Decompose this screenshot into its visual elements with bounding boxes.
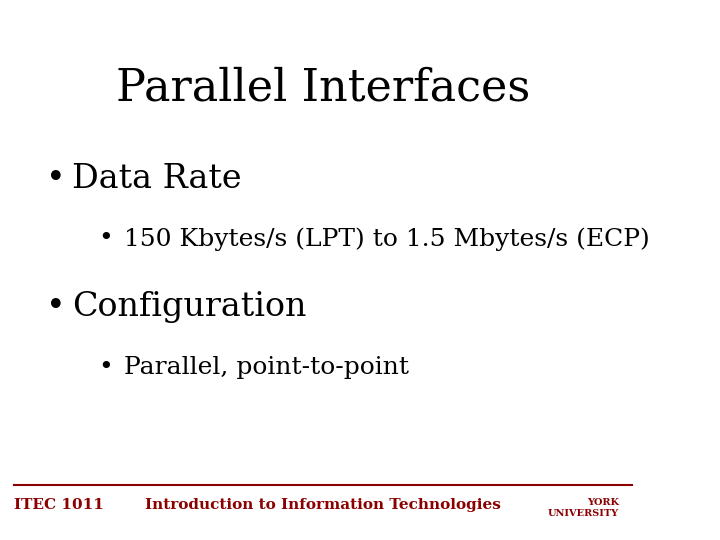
Text: Parallel Interfaces: Parallel Interfaces — [116, 66, 530, 109]
Text: •: • — [98, 356, 112, 379]
Text: •: • — [46, 163, 66, 194]
Text: •: • — [46, 292, 66, 323]
Text: Data Rate: Data Rate — [72, 163, 242, 194]
Text: •: • — [98, 227, 112, 250]
Text: 150 Kbytes/s (LPT) to 1.5 Mbytes/s (ECP): 150 Kbytes/s (LPT) to 1.5 Mbytes/s (ECP) — [124, 227, 649, 251]
Text: Introduction to Information Technologies: Introduction to Information Technologies — [145, 498, 501, 512]
Text: YORK
UNIVERSITY: YORK UNIVERSITY — [548, 498, 619, 518]
Text: Configuration: Configuration — [72, 292, 307, 323]
Text: ITEC 1011: ITEC 1011 — [14, 498, 104, 512]
Text: Parallel, point-to-point: Parallel, point-to-point — [124, 356, 409, 379]
